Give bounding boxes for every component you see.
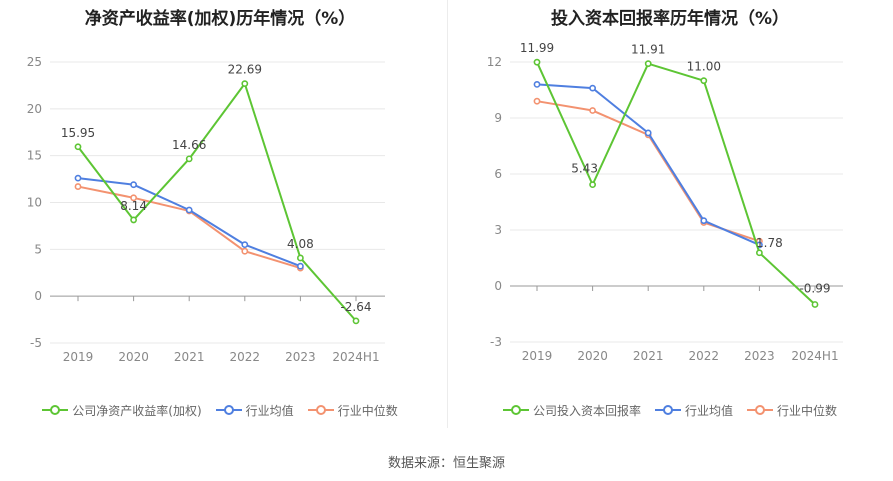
x-tick-label: 2019 [63,350,94,364]
legend-line-marker-icon [747,404,773,416]
data-label: 11.00 [687,60,721,74]
legend-label: 公司投入资本回报率 [532,403,641,418]
chart-title: 投入资本回报率历年情况（%） [550,9,790,29]
x-tick-label: 2022 [689,349,720,363]
data-point [185,206,193,214]
data-point [74,183,82,190]
data-point [644,129,652,137]
series-line [77,185,301,270]
data-label: 4.08 [287,237,314,251]
data-point [700,217,708,225]
legend-item[interactable]: 行业均值 [654,400,733,420]
data-point [533,58,541,66]
data-point [533,81,541,88]
y-tick-label: 3 [494,223,502,237]
legend-line-marker-icon [307,404,334,416]
data-point [755,249,763,257]
data-point [130,194,137,202]
data-point [130,216,137,224]
data-label: 15.95 [61,126,95,140]
x-tick-label: 2023 [744,349,775,363]
data-point [533,97,541,105]
legend-item[interactable]: 公司投入资本回报率 [502,400,641,420]
data-point [241,241,249,249]
data-label: 11.99 [520,41,554,55]
data-point [352,317,360,325]
data-label: 5.43 [571,162,598,176]
data-point [811,301,819,308]
x-tick-label: 2024H1 [791,349,838,363]
data-label: 11.91 [631,43,665,57]
data-point [296,254,304,262]
legend-label: 行业中位数 [337,403,398,418]
y-tick-label: 12 [487,55,502,69]
y-tick-label: 0 [34,289,42,303]
legend-item[interactable]: 行业中位数 [307,400,398,420]
data-label: 14.66 [172,138,206,152]
data-point [74,174,82,182]
y-tick-label: 25 [27,55,42,69]
roe-chart-panel: 净资产收益率(加权)历年情况（%） -5 0 5 10 15 20 25 2019 2020 20… [0,0,440,440]
legend-line-marker-icon [215,404,242,416]
legend-item[interactable]: 行业均值 [215,400,294,420]
legend-item[interactable]: 行业中位数 [747,400,837,420]
panel-divider [447,0,448,428]
data-point [296,262,304,270]
x-tick-label: 2022 [230,350,261,364]
roe-chart-plot: -5 0 5 10 15 20 25 2019 2020 2021 2022 2023 2024H1 15… [27,55,385,364]
x-tick-label: 2024H1 [332,350,379,364]
data-point [241,247,249,255]
data-point [589,84,596,92]
legend-label: 行业中位数 [777,403,838,418]
data-point [130,181,137,189]
y-tick-label: -3 [490,335,502,349]
data-label: 8.14 [120,199,147,213]
data-point [700,77,708,85]
chart-legend: 公司净资产收益率(加权) 行业均值 行业中位数 [0,400,440,420]
y-tick-label: -5 [30,336,42,350]
y-tick-label: 15 [27,149,42,163]
roic-chart-panel: 投入资本回报率历年情况（%） -3 0 3 6 9 12 2019 2020 2021 2022 2… [450,0,890,440]
y-tick-label: 10 [27,196,42,210]
x-tick-label: 2021 [174,350,205,364]
legend-item[interactable]: 公司净资产收益率(加权) [42,400,202,420]
data-label: 22.69 [228,63,262,77]
data-point [185,155,193,163]
x-tick-label: 2023 [285,350,316,364]
data-point [589,181,596,189]
data-label: 1.78 [756,236,783,250]
legend-line-marker-icon [502,404,529,416]
data-point [644,60,652,68]
x-tick-label: 2019 [522,349,553,363]
legend-label: 公司净资产收益率(加权) [72,403,202,418]
x-tick-label: 2020 [577,349,608,363]
legend-line-marker-icon [654,404,681,416]
chart-title: 净资产收益率(加权)历年情况（%） [84,9,356,29]
data-source-footer: 数据来源：恒生聚源 [387,456,505,471]
legend-label: 行业均值 [684,403,733,418]
data-label: -0.99 [799,281,830,295]
y-tick-label: 0 [494,279,502,293]
data-point [74,143,82,151]
data-point [241,80,249,88]
legend-line-marker-icon [42,404,69,416]
series-line [77,82,357,322]
roic-chart-plot: -3 0 3 6 9 12 2019 2020 2021 2022 2023 2024H1 11.99 5… [487,41,843,363]
legend-label: 行业均值 [245,403,294,418]
series-line [536,61,816,306]
y-tick-label: 5 [34,242,42,256]
x-tick-label: 2020 [118,350,149,364]
data-point [589,107,596,114]
y-tick-label: 20 [27,102,42,116]
chart-legend: 公司投入资本回报率 行业均值 行业中位数 [450,400,890,420]
y-tick-label: 6 [494,167,502,181]
x-tick-label: 2021 [633,349,664,363]
data-label: -2.64 [340,300,371,314]
y-tick-label: 9 [494,111,502,125]
